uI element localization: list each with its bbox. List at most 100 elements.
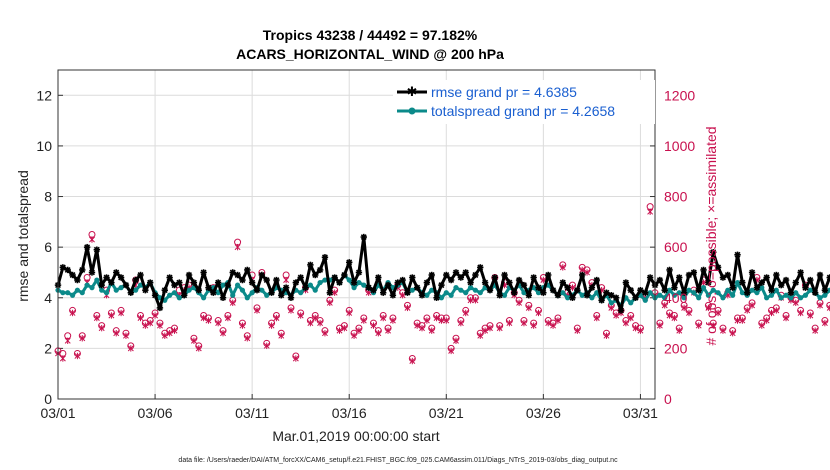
assimilated-obs-marker [312, 314, 319, 322]
assimilated-obs-marker [389, 317, 396, 324]
rmse-point [467, 279, 474, 286]
assimilated-obs-marker [734, 317, 741, 324]
totalspread-point [773, 287, 779, 293]
totalspread-point [705, 292, 711, 298]
rmse-point [341, 271, 348, 279]
x-tick-label: 03/21 [429, 405, 464, 421]
assimilated-obs-marker [326, 299, 333, 307]
totalspread-point [657, 292, 663, 298]
y-axis-label: rmse and totalspread [15, 170, 31, 302]
rmse-point [365, 284, 372, 291]
assimilated-obs-marker [520, 319, 527, 327]
y-tick-label: 0 [44, 391, 52, 407]
rmse-point [117, 274, 125, 281]
rmse-point [748, 269, 756, 276]
totalspread-point [730, 292, 736, 298]
rmse-point [719, 274, 727, 281]
rmse-point [559, 279, 566, 286]
rmse-point [530, 274, 537, 281]
totalspread-point [264, 292, 270, 298]
rmse-point [520, 281, 528, 289]
assimilated-obs-marker [593, 314, 600, 322]
y-tick-label: 2 [44, 340, 52, 356]
assimilated-obs-marker [142, 322, 149, 329]
rmse-point [389, 292, 397, 299]
rmse-point [782, 276, 790, 284]
totalspread-point [662, 295, 668, 301]
rmse-point [486, 286, 494, 294]
rmse-point [229, 269, 236, 276]
rmse-point [350, 279, 358, 286]
rmse-point [545, 271, 552, 279]
x-axis-label: Mar.01,2019 00:00:00 start [272, 428, 439, 444]
assimilated-obs-marker [278, 332, 285, 339]
totalspread-point [201, 295, 207, 301]
rmse-point [661, 286, 668, 294]
totalspread-point [827, 287, 830, 293]
assimilated-obs-marker [632, 324, 639, 332]
rmse-point [753, 284, 761, 291]
rmse-point [185, 271, 193, 279]
assimilated-obs-marker [370, 322, 377, 329]
x-tick-label: 03/31 [623, 405, 658, 421]
assimilated-obs-marker [686, 309, 692, 317]
rmse-point [346, 259, 353, 266]
totalspread-point [220, 282, 226, 288]
rmse-point [612, 294, 620, 301]
legend-rmse-label: rmse grand pr = 4.6385 [431, 84, 577, 100]
rmse-point [312, 271, 319, 279]
totalspread-point [346, 277, 352, 283]
rmse-point [569, 294, 576, 301]
rmse-point [244, 266, 251, 274]
totalspread-point [453, 285, 459, 291]
assimilated-obs-marker [351, 332, 358, 339]
rmse-point [506, 279, 513, 286]
totalspread-point [501, 292, 508, 298]
assimilated-obs-marker [715, 309, 722, 317]
assimilated-obs-marker [147, 319, 154, 327]
rmse-point [331, 274, 338, 281]
rmse-point [481, 279, 489, 286]
assimilated-obs-marker [448, 347, 455, 355]
assimilated-obs-marker [108, 312, 115, 319]
assimilated-obs-marker [676, 327, 683, 334]
assimilated-obs-marker [705, 304, 712, 312]
assimilated-obs-marker [768, 309, 775, 317]
assimilated-obs-marker [200, 314, 207, 322]
rmse-point [501, 271, 508, 279]
totalspread-point [99, 287, 105, 293]
assimilated-obs-marker [205, 317, 212, 324]
assimilated-obs-marker [792, 299, 799, 307]
rmse-point [447, 276, 455, 284]
right-y-tick-label: 1200 [664, 87, 695, 103]
totalspread-point [448, 292, 454, 298]
rmse-point [598, 297, 605, 304]
assimilated-obs-marker [467, 297, 474, 304]
rmse-point [239, 276, 246, 284]
assimilated-obs-marker [215, 319, 222, 327]
rmse-point [409, 274, 416, 281]
totalspread-point [429, 287, 435, 293]
totalspread-point [764, 295, 770, 301]
totalspread-point [118, 285, 124, 291]
chart-subtitle: ACARS_HORIZONTAL_WIND @ 200 hPa [236, 46, 504, 62]
assimilated-obs-marker [229, 299, 236, 307]
totalspread-point [628, 300, 634, 306]
assimilated-obs-marker [375, 330, 382, 337]
rmse-point [302, 284, 309, 291]
totalspread-point [671, 292, 678, 298]
assimilated-obs-marker [744, 307, 751, 314]
totalspread-point [94, 277, 100, 283]
totalspread-point [298, 290, 304, 296]
assimilated-obs-marker [608, 304, 615, 312]
totalspread-point [565, 295, 571, 301]
rmse-point [676, 274, 683, 281]
rmse-point [253, 286, 261, 294]
totalspread-point [351, 285, 357, 291]
assimilated-obs-marker [821, 319, 828, 327]
totalspread-point [84, 282, 90, 288]
assimilated-obs-marker [409, 357, 416, 365]
rmse-point [443, 271, 450, 279]
totalspread-point [79, 290, 85, 296]
totalspread-point [113, 287, 119, 293]
